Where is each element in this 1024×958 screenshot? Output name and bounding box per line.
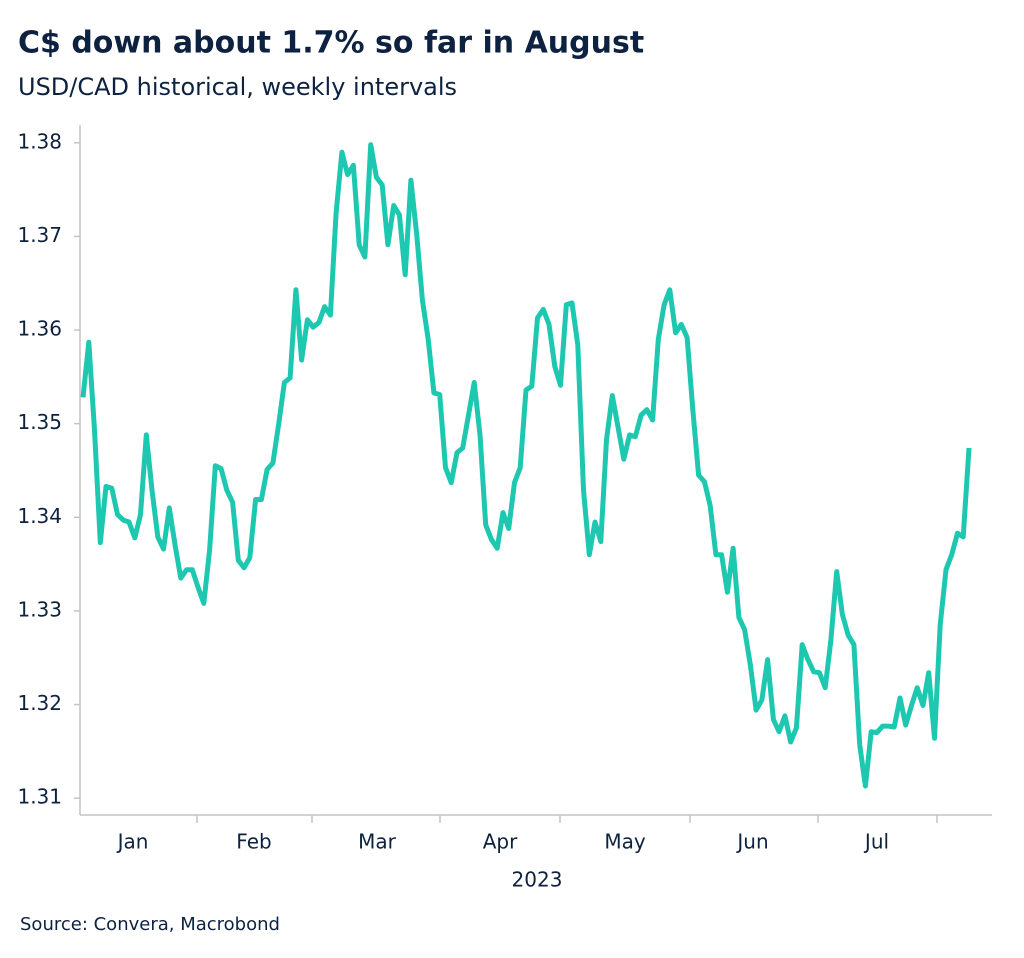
x-tick-label: Mar (358, 830, 397, 854)
y-tick-label: 1.33 (17, 597, 62, 621)
y-tick-label: 1.36 (17, 317, 62, 341)
x-tick-label: Apr (483, 830, 518, 854)
y-tick-label: 1.31 (17, 785, 62, 809)
chart-subtitle: USD/CAD historical, weekly intervals (18, 73, 457, 101)
x-tick-label: May (604, 830, 646, 854)
x-tick-label: Jan (116, 830, 149, 854)
y-tick-label: 1.37 (17, 223, 62, 247)
y-tick-label: 1.38 (17, 129, 62, 153)
chart-title: C$ down about 1.7% so far in August (18, 26, 644, 61)
y-tick-label: 1.34 (17, 504, 62, 528)
x-tick-label: Jul (863, 830, 889, 854)
x-tick-label: Feb (236, 830, 271, 854)
source-note: Source: Convera, Macrobond (20, 914, 280, 935)
price-line (80, 142, 972, 789)
x-axis-label: 2023 (512, 868, 563, 892)
x-tick-label: Jun (735, 830, 768, 854)
y-tick-label: 1.32 (17, 691, 62, 715)
y-tick-label: 1.35 (17, 410, 62, 434)
